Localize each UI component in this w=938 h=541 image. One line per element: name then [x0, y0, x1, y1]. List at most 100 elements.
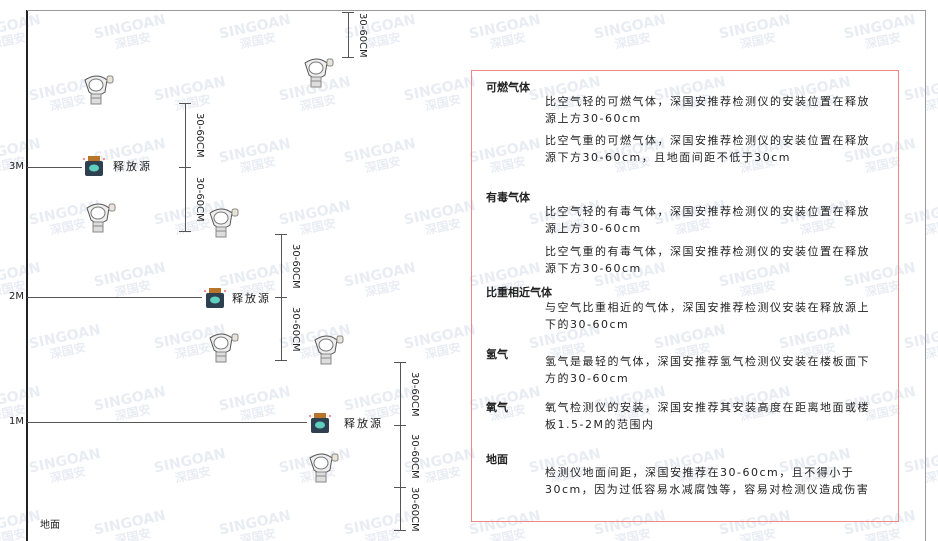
watermark-cn: 深国安: [488, 526, 527, 541]
watermark-cn: 深国安: [0, 526, 27, 541]
dimension-label: 30-60CM: [409, 371, 420, 417]
watermark-cn: 深国安: [738, 526, 777, 541]
dimension-label: 30-60CM: [290, 306, 301, 352]
dimension-line: [281, 234, 282, 297]
note-heading: 比重相近气体: [486, 286, 552, 299]
release-source-label: 释放源: [344, 417, 383, 430]
watermark-cn: 深国安: [423, 216, 462, 238]
watermark-cn: 深国安: [423, 340, 462, 362]
watermark-brand: SINGOAN: [152, 445, 227, 477]
note-heading: 可燃气体: [486, 81, 530, 94]
watermark-cn: 深国安: [923, 340, 938, 362]
watermark-cn: 深国安: [363, 154, 402, 176]
watermark-brand: SINGOAN: [0, 11, 42, 43]
watermark-brand: SINGOAN: [342, 11, 417, 43]
watermark-brand: SINGOAN: [217, 135, 292, 167]
level-1m-label: 1M: [9, 416, 24, 427]
release-source-label: 释放源: [113, 160, 152, 173]
watermark-brand: SINGOAN: [902, 197, 938, 229]
note-text: 氢气是最轻的气体，深国安推荐氢气检测仪安装在楼板面下方的30-60cm: [545, 355, 870, 385]
right-wall-line: [925, 10, 926, 541]
watermark-cn: 深国安: [0, 30, 27, 52]
watermark-brand: SINGOAN: [717, 11, 792, 43]
gas-detector-icon: [300, 55, 334, 89]
watermark-brand: SINGOAN: [217, 11, 292, 43]
dimension-label: 30-60CM: [194, 113, 205, 158]
watermark-brand: SINGOAN: [342, 507, 417, 539]
dimension-tick: [394, 487, 406, 488]
watermark-brand: SINGOAN: [402, 197, 477, 229]
watermark-brand: SINGOAN: [27, 445, 102, 477]
ceiling-line: [27, 10, 925, 11]
dimension-label: 30-60CM: [194, 177, 205, 222]
watermark-brand: SINGOAN: [842, 11, 917, 43]
ground-label: 地面: [40, 520, 60, 531]
note-heading: 地面: [486, 453, 508, 466]
dimension-tick: [275, 297, 287, 298]
gas-detector-icon: [310, 332, 344, 366]
dimension-label: 30-60CM: [409, 434, 420, 479]
note-text: 比空气轻的可燃气体，深国安推荐检测仪的安装位置在释放源上方30-60cm: [545, 95, 870, 125]
watermark-cn: 深国安: [113, 526, 152, 541]
dimension-tick: [179, 167, 191, 168]
watermark-brand: SINGOAN: [0, 507, 42, 539]
watermark-brand: SINGOAN: [217, 507, 292, 539]
gas-detector-icon: [80, 72, 114, 106]
level-2m-line: [27, 297, 202, 298]
level-1m-line: [27, 422, 307, 423]
dimension-line: [185, 103, 186, 167]
dimension-line: [281, 297, 282, 360]
watermark-cn: 深国安: [363, 278, 402, 300]
gas-detector-icon: [82, 200, 116, 234]
watermark-cn: 深国安: [863, 526, 902, 541]
level-3m-label: 3M: [9, 161, 24, 172]
dimension-line: [400, 487, 401, 530]
note-text: 比空气重的可燃气体，深国安推荐检测仪的安装位置在释放源下方30-60cm，且地面…: [545, 134, 870, 164]
watermark-cn: 深国安: [238, 526, 277, 541]
watermark-brand: SINGOAN: [342, 383, 417, 415]
watermark-brand: SINGOAN: [402, 321, 477, 353]
dimension-label: 30-60CM: [290, 243, 301, 289]
watermark-brand: SINGOAN: [92, 507, 167, 539]
watermark-cn: 深国安: [423, 92, 462, 114]
watermark-brand: SINGOAN: [217, 383, 292, 415]
wall-axis: [26, 10, 28, 541]
watermark-brand: SINGOAN: [92, 383, 167, 415]
note-text: 与空气比重相近的气体，深国安推荐检测仪安装在释放源上下的30-60cm: [545, 301, 870, 331]
gas-detector-icon: [205, 205, 239, 239]
dimension-tick: [394, 530, 406, 531]
watermark-cn: 深国安: [613, 526, 652, 541]
watermark-cn: 深国安: [738, 30, 777, 52]
dimension-tick: [342, 57, 354, 58]
note-text: 比空气重的有毒气体，深国安推荐检测仪的安装位置在释放源下方30-60cm: [545, 245, 870, 275]
note-text: 氧气检测仪的安装，深国安推荐其安装高度在距离地面或楼板1.5-2M的范围内: [545, 401, 870, 431]
note-heading: 氢气: [486, 348, 508, 361]
watermark-brand: SINGOAN: [92, 11, 167, 43]
notes-panel: 可燃气体比空气轻的可燃气体，深国安推荐检测仪的安装位置在释放源上方30-60cm…: [471, 70, 899, 522]
watermark-brand: SINGOAN: [0, 383, 42, 415]
watermark-brand: SINGOAN: [902, 321, 938, 353]
gas-detector-icon: [305, 450, 339, 484]
watermark-brand: SINGOAN: [27, 321, 102, 353]
watermark-brand: SINGOAN: [592, 11, 667, 43]
dimension-tick: [179, 103, 191, 104]
watermark-cn: 深国安: [113, 30, 152, 52]
watermark-cn: 深国安: [48, 340, 87, 362]
